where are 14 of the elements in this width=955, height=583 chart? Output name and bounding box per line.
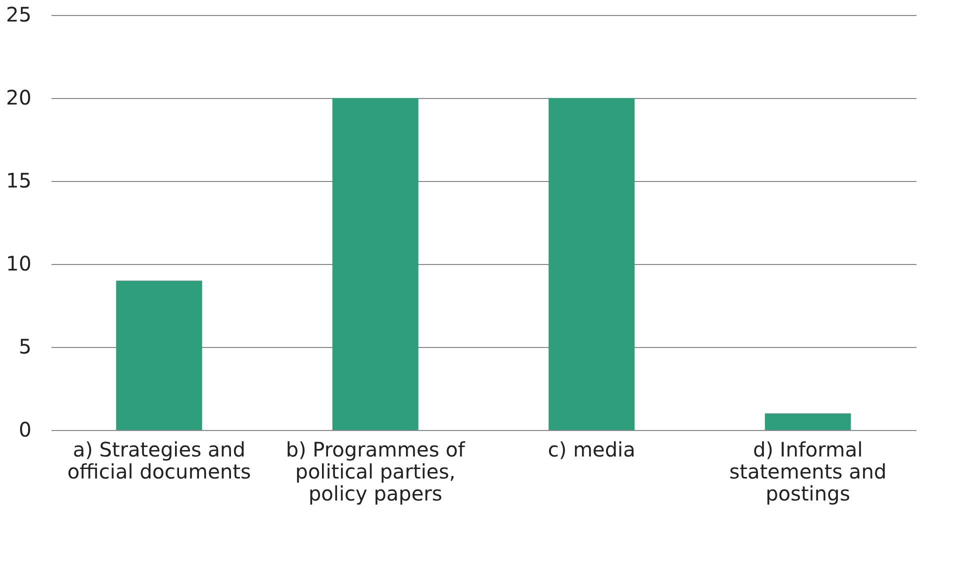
y-tick-label: 5 <box>18 334 32 358</box>
x-tick-label: c) media <box>548 438 636 462</box>
x-tick-label: b) Programmes of political parties, policy papers <box>286 438 466 506</box>
bar <box>548 98 635 430</box>
y-tick-label: 0 <box>18 418 32 442</box>
y-tick-label: 15 <box>6 168 32 192</box>
y-tick-label: 25 <box>6 2 32 26</box>
bar <box>116 280 202 430</box>
y-tick-label: 20 <box>6 86 32 110</box>
x-tick-label: d) Informal statements and postings <box>729 438 887 506</box>
y-tick-label: 10 <box>6 252 32 276</box>
bar <box>332 98 418 430</box>
bar <box>764 413 851 430</box>
x-tick-label: a) Strategies and official documents <box>67 438 251 484</box>
